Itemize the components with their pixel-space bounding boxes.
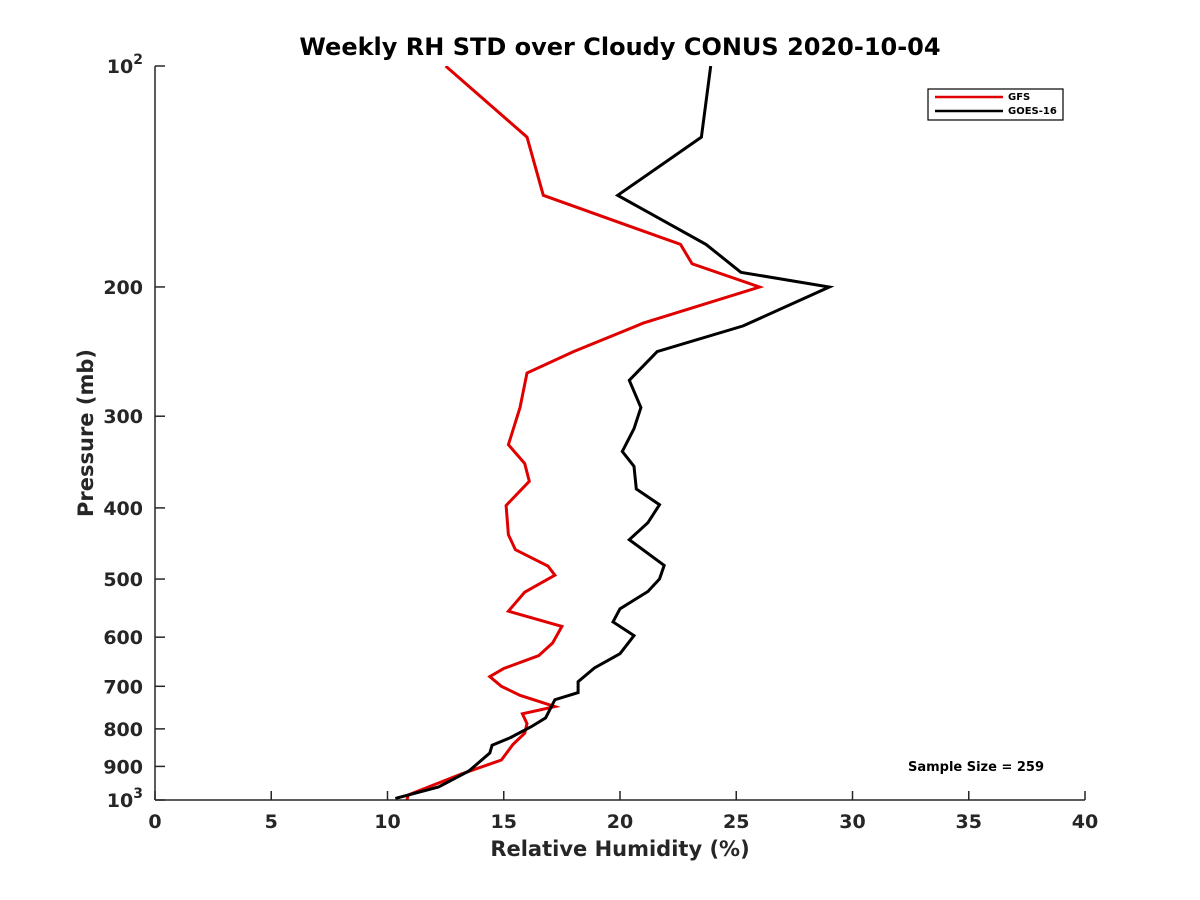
legend: GFS GOES-16 <box>927 88 1064 121</box>
series-line-goes16 <box>394 66 835 800</box>
y-tick-label: 400 <box>103 498 143 520</box>
y-tick-label: 700 <box>103 676 143 698</box>
y-tick-label: 300 <box>103 406 143 428</box>
y-tick-label: 102 <box>107 52 143 78</box>
y-tick-label: 103 <box>107 786 143 812</box>
y-tick-exponent: 3 <box>133 786 143 802</box>
y-tick-base: 600 <box>103 627 143 649</box>
series-layer <box>394 66 835 800</box>
y-tick-base: 300 <box>103 406 143 428</box>
y-tick-exponent: 2 <box>133 52 143 68</box>
x-tick-label: 25 <box>723 811 749 833</box>
sample-size-annotation: Sample Size = 259 <box>908 760 1044 775</box>
y-tick-label: 800 <box>103 719 143 741</box>
y-tick-label: 500 <box>103 569 143 591</box>
x-tick-label: 35 <box>956 811 982 833</box>
y-tick-base: 400 <box>103 498 143 520</box>
y-tick-base: 500 <box>103 569 143 591</box>
y-tick-label: 200 <box>103 277 143 299</box>
x-tick-label: 15 <box>491 811 517 833</box>
y-tick-label: 900 <box>103 756 143 778</box>
x-tick-label: 5 <box>265 811 278 833</box>
legend-label-gfs: GFS <box>1008 92 1030 103</box>
y-tick-base: 900 <box>103 756 143 778</box>
y-tick-label: 600 <box>103 627 143 649</box>
legend-box <box>927 88 1064 121</box>
x-ticks: 0 5 10 15 20 25 30 35 40 <box>148 791 1098 833</box>
chart-title: Weekly RH STD over Cloudy CONUS 2020-10-… <box>299 33 940 61</box>
y-tick-base: 700 <box>103 676 143 698</box>
y-tick-base: 10 <box>107 790 133 812</box>
plot-area <box>155 66 1085 800</box>
x-tick-label: 0 <box>148 811 161 833</box>
y-tick-base: 800 <box>103 719 143 741</box>
x-tick-label: 40 <box>1072 811 1098 833</box>
legend-label-goes16: GOES-16 <box>1008 106 1057 117</box>
x-tick-label: 10 <box>374 811 400 833</box>
x-tick-label: 30 <box>839 811 865 833</box>
y-tick-base: 200 <box>103 277 143 299</box>
axes: 0 5 10 15 20 25 30 35 40 10220030040050060070080… <box>103 52 1098 833</box>
x-tick-label: 20 <box>607 811 633 833</box>
series-line-gfs <box>405 66 765 800</box>
y-axis-label: Pressure (mb) <box>74 349 98 517</box>
y-tick-base: 10 <box>107 56 133 78</box>
x-axis-label: Relative Humidity (%) <box>490 837 749 861</box>
plot-background <box>155 66 1085 800</box>
